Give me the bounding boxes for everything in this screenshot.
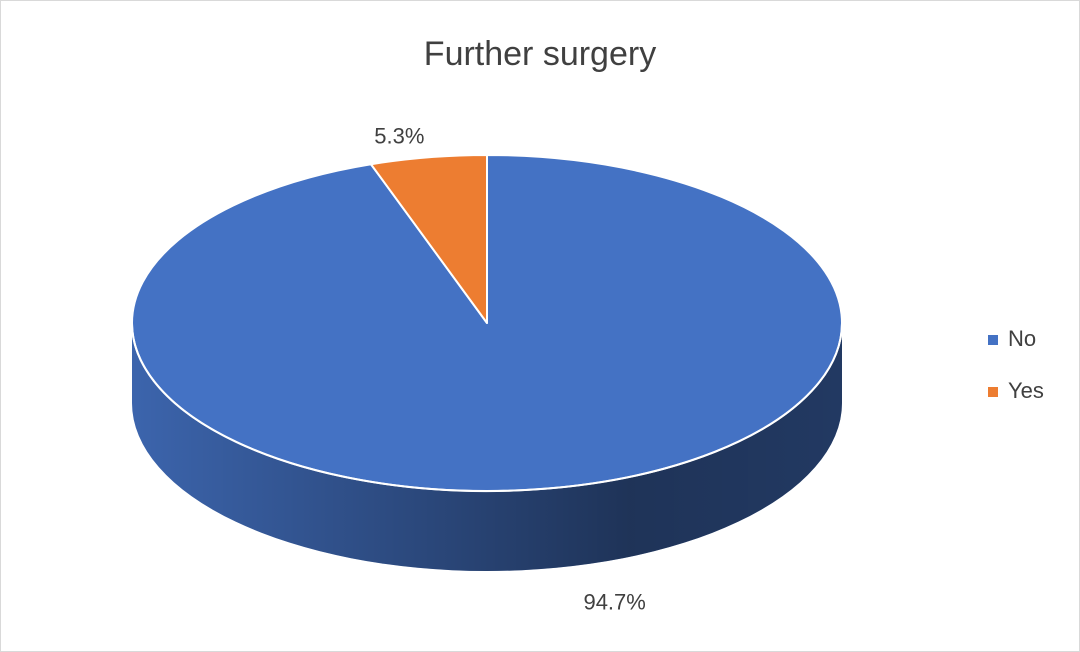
legend-label: No (1008, 326, 1036, 351)
side-shade (132, 323, 842, 571)
legend-swatch (988, 387, 998, 397)
rim (131, 322, 843, 492)
legend-swatch (988, 335, 998, 345)
legend-label: Yes (1008, 378, 1044, 403)
data-label: 94.7% (583, 589, 645, 614)
data-label: 5.3% (374, 123, 424, 148)
slice (369, 154, 488, 324)
chart-title: Further surgery (424, 35, 656, 73)
